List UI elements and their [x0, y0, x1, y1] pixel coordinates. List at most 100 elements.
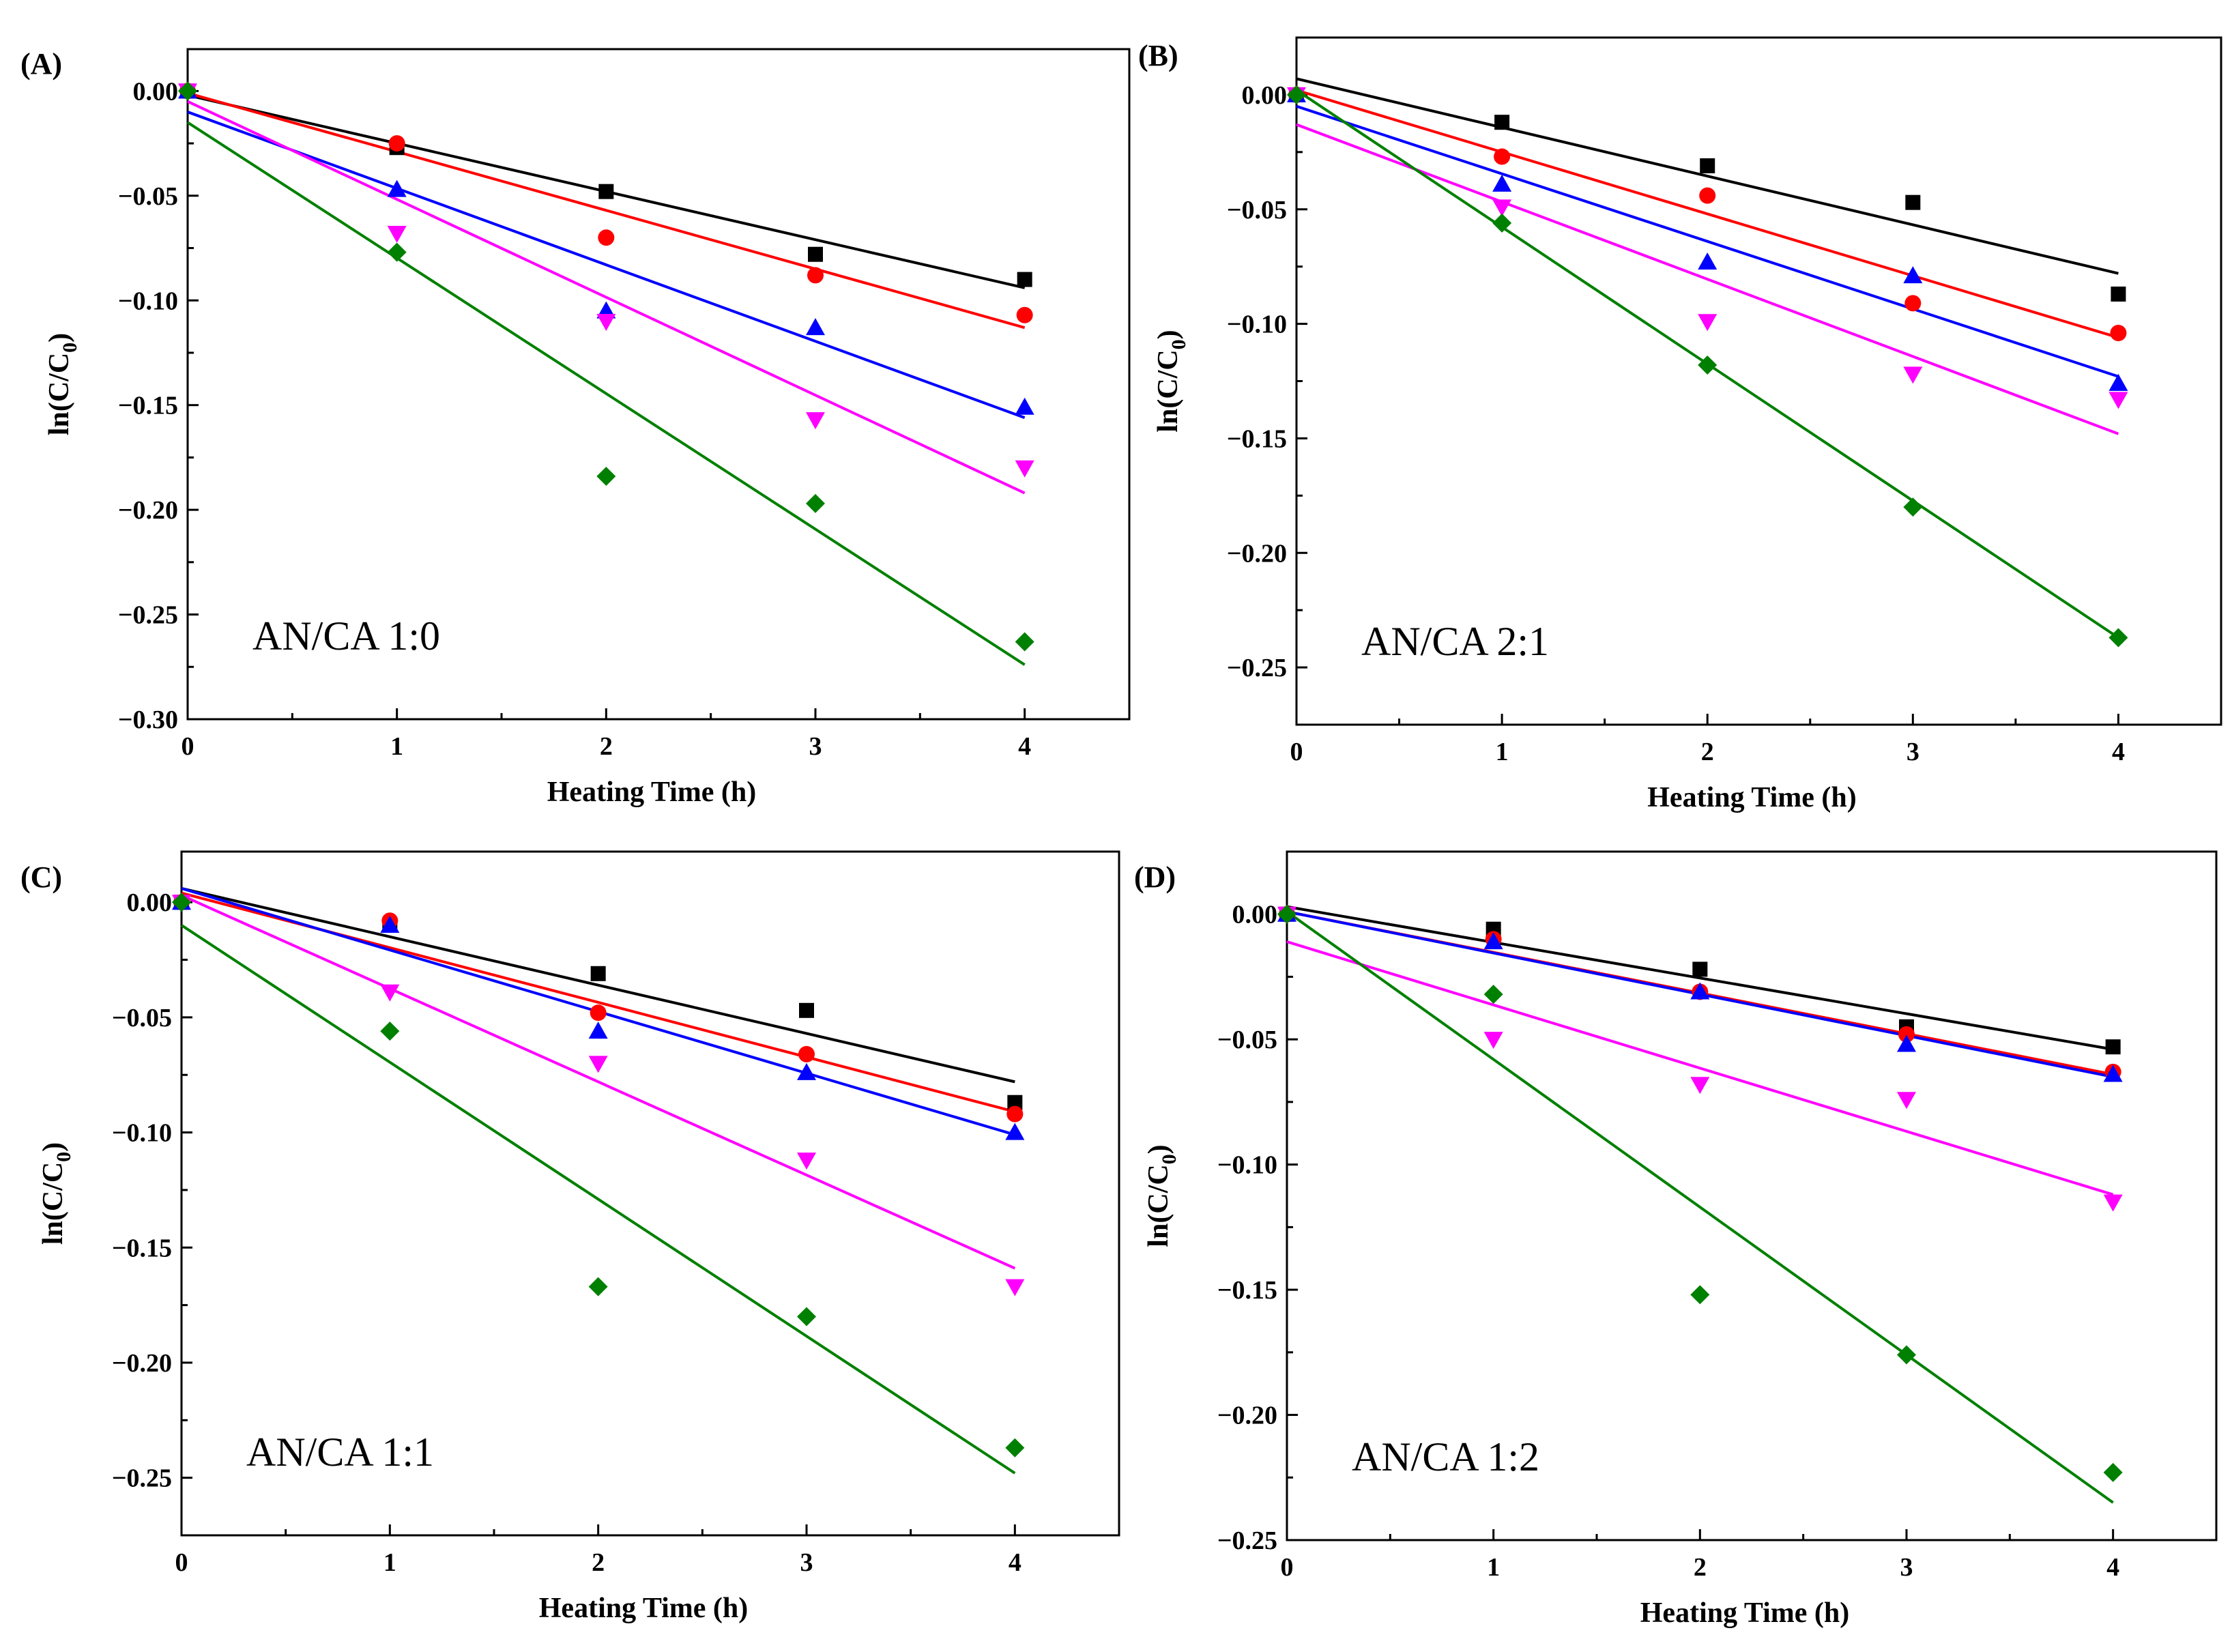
y-tick-label: −0.15 [1217, 1276, 1277, 1305]
green-diamonds-point [2108, 628, 2128, 648]
magenta-triangles-series [172, 895, 1025, 1296]
y-tick-label: −0.05 [1227, 196, 1287, 224]
magenta-triangles-point [1897, 1092, 1916, 1110]
x-tick-label: 1 [383, 1548, 396, 1577]
panel-d: 0 1 2 3 4 0.00 −0.05 −0.10 −0.15 −0.20 −0.25 Heatin… [1143, 850, 2218, 1629]
black-squares-point [1007, 1095, 1023, 1110]
magenta-triangles-series [1277, 906, 2123, 1212]
black-squares-fit-line [1286, 905, 2114, 1051]
y-axis-title: ln(C/C0) [1153, 330, 1190, 432]
x-tick-label: 3 [809, 732, 822, 761]
x-tick-label: 4 [2112, 738, 2125, 766]
panel-c: 0 1 2 3 4 0.00 −0.05 −0.10 −0.15 −0.20 −0.25 Heatin… [38, 850, 1120, 1624]
blue-triangles-fit-line [1296, 104, 2119, 378]
plot-frame [186, 48, 1131, 721]
blue-triangles-point [1897, 1034, 1916, 1052]
y-tick-label: −0.10 [112, 1119, 172, 1148]
x-tick-label: 4 [2106, 1553, 2119, 1582]
x-axis-title: Heating Time (h) [539, 1593, 748, 1624]
red-circles-point [1898, 1026, 1915, 1043]
red-circles-fit-line [187, 91, 1026, 330]
magenta-triangles-point [387, 226, 407, 244]
magenta-triangles-point [380, 984, 400, 1002]
black-squares-point [1700, 158, 1715, 173]
green-diamonds-fit-line [180, 924, 1016, 1475]
panel-tag: (D) [1134, 860, 1176, 894]
panel-label: AN/CA 1:0 [252, 613, 440, 658]
magenta-triangles-point [2103, 1194, 2123, 1212]
x-tick-label: 3 [800, 1548, 813, 1577]
y-tick-label: −0.10 [118, 287, 178, 315]
x-axis-title: Heating Time (h) [547, 777, 756, 808]
green-diamonds-point [588, 1277, 608, 1296]
y-tick-label: −0.05 [112, 1004, 172, 1032]
blue-triangles-point [2103, 1064, 2123, 1082]
green-diamonds-fit-line [1286, 910, 2114, 1504]
red-circles-series [173, 894, 1024, 1122]
black-squares-point [1494, 115, 1510, 130]
magenta-triangles-point [1492, 199, 1512, 217]
y-tick-label: −0.25 [1227, 654, 1287, 682]
magenta-triangles-fit-line [181, 894, 1016, 1270]
y-tick-label: 0.00 [127, 888, 173, 917]
black-squares-point [1692, 961, 1708, 977]
green-diamonds-series [1287, 85, 2128, 648]
x-tick-label: 1 [1496, 738, 1509, 766]
black-squares-fit-line [181, 887, 1015, 1084]
green-diamonds-point [2103, 1462, 2123, 1482]
x-tick-label: 0 [182, 732, 194, 761]
blue-triangles-fit-line [187, 111, 1026, 419]
black-squares-point [590, 966, 606, 981]
black-squares-point [598, 184, 614, 199]
y-axis-title: ln(C/C0) [38, 1142, 75, 1245]
magenta-triangles-point [806, 412, 825, 430]
panel-a: 0 1 2 3 4 0.00 −0.05 −0.10 −0.15 −0.20 −0.25 −0.30 H… [44, 48, 1131, 808]
x-tick-label: 4 [1018, 732, 1031, 761]
black-squares-point [799, 1002, 814, 1018]
red-circles-point [1006, 1105, 1024, 1122]
green-diamonds-point [1483, 985, 1503, 1004]
y-axis-title: ln(C/C0) [1143, 1144, 1180, 1247]
y-tick-label: −0.15 [1227, 424, 1287, 453]
red-circles-point [590, 1004, 607, 1021]
y-tick-label: −0.15 [118, 392, 178, 420]
magenta-triangles-point [1698, 314, 1718, 332]
blue-triangles-series [1277, 904, 2123, 1082]
red-circles-point [807, 267, 824, 284]
red-circles-point [388, 135, 405, 152]
y-tick-label: −0.05 [118, 182, 178, 211]
blue-triangles-point [1015, 397, 1034, 415]
green-diamonds-point [172, 893, 191, 912]
blue-triangles-point [1698, 252, 1718, 270]
y-tick-label: −0.10 [1217, 1151, 1277, 1180]
magenta-triangles-point [1483, 1032, 1503, 1049]
x-tick-label: 3 [1907, 738, 1919, 766]
y-tick-label: −0.30 [118, 706, 178, 734]
y-axis-title: ln(C/C0) [44, 333, 81, 435]
magenta-triangles-point [588, 1056, 608, 1073]
panel-tag: (A) [20, 47, 62, 81]
blue-triangles-point [387, 179, 407, 197]
green-diamonds-point [387, 242, 407, 262]
blue-triangles-point [797, 1062, 816, 1080]
x-tick-label: 2 [592, 1548, 605, 1577]
panel-tag: (C) [20, 860, 62, 894]
blue-triangles-point [2108, 373, 2128, 391]
blue-triangles-point [1492, 174, 1512, 192]
x-tick-label: 0 [1290, 738, 1303, 766]
magenta-triangles-fit-line [1286, 940, 2114, 1196]
x-tick-label: 2 [1694, 1553, 1707, 1582]
panel-b: 0 1 2 3 4 0.00 −0.05 −0.10 −0.15 −0.20 −0.25 Heatin… [1153, 36, 2222, 813]
black-squares-point [2105, 1039, 2121, 1055]
red-circles-fit-line [1296, 89, 2119, 339]
y-tick-label: −0.05 [1217, 1026, 1277, 1054]
green-diamonds-point [1698, 356, 1718, 375]
y-tick-label: −0.25 [112, 1464, 172, 1493]
green-diamonds-point [1903, 497, 1923, 517]
black-squares-point [1905, 194, 1921, 210]
y-tick-label: −0.20 [118, 496, 178, 525]
y-tick-label: −0.25 [118, 601, 178, 630]
green-diamonds-fit-line [186, 121, 1026, 666]
y-tick-label: −0.10 [1227, 310, 1287, 339]
blue-triangles-point [806, 318, 825, 336]
